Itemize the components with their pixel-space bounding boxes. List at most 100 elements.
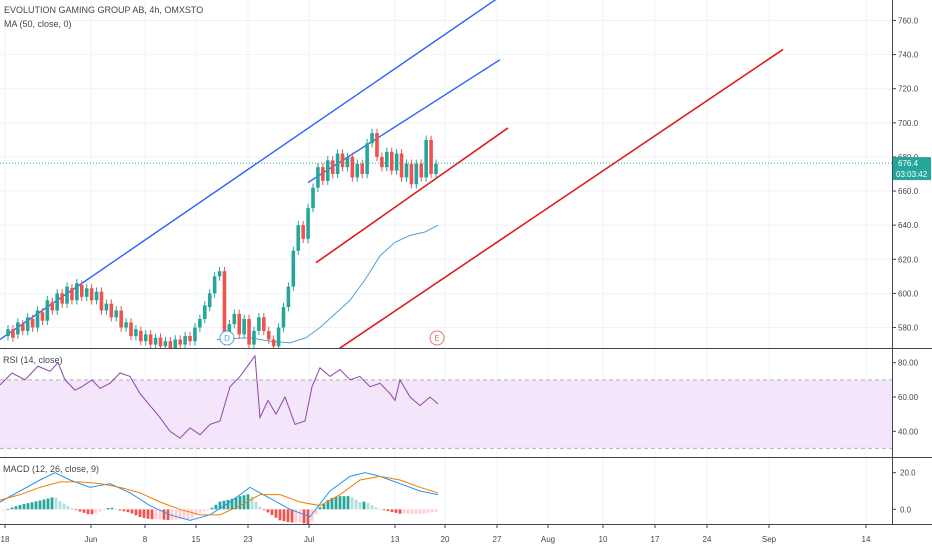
macd-hist-bar [150,509,154,520]
candle-body-35 [178,339,182,345]
macd-hist-bar [258,507,262,510]
candle-body-55 [276,327,281,347]
rsi-line [0,354,439,439]
macd-hist-bar [74,509,78,511]
macd-hist-bar [286,509,290,523]
candle-body-79 [394,153,399,171]
macd-hist-bar [174,509,178,520]
candle-body-68 [340,153,345,168]
macd-hist-bar [14,506,18,510]
macd-hist-bar [238,496,242,510]
macd-hist-bar [234,497,238,510]
dividend-marker-label: D [224,334,230,343]
macd-hist-bar [62,503,66,510]
rsi-pane[interactable] [0,354,892,449]
macd-hist-bar [66,505,70,510]
candle-body-33 [168,341,173,348]
rsi-band [0,379,892,449]
macd-hist-bar [34,501,38,510]
macd-hist-bar [222,500,226,510]
macd-hist-bar [6,508,10,510]
macd-hist-bar [18,504,22,510]
macd-hist-bar [114,509,118,510]
macd-hist-bar [326,500,330,510]
macd-hist-bar [358,502,362,510]
x-tick-label-9: Aug [541,535,555,544]
candle-body-48 [242,319,246,335]
macd-hist-bar [186,509,190,520]
earnings-marker-circle [429,330,445,346]
candle-body-26 [134,329,138,337]
x-tick-label-10: 10 [599,535,608,544]
macd-hist-bar [102,509,106,511]
macd-pane[interactable] [0,472,439,525]
candle-body-5 [30,319,35,328]
trend-line-blue-0 [0,0,497,341]
macd-hist-bar [58,501,62,510]
macd-hist-bar [162,509,166,520]
macd-hist-bar [414,509,418,514]
macd-hist-bar [78,509,82,512]
macd-hist-bar [46,498,50,510]
candle-body-59 [296,225,301,251]
macd-hist-bar [282,509,286,522]
price-tick-label-8: 740.0 [898,51,919,60]
macd-hist-bar [22,504,26,510]
price-tick-label-1: 600.0 [898,289,919,298]
candle-body-52 [262,317,266,331]
candle-body-58 [291,250,296,287]
macd-hist-bar [118,509,122,511]
x-tick-label-2: 8 [143,535,148,544]
macd-hist-bar [110,507,114,510]
candle-body-9 [50,301,55,311]
candle-body-75 [375,133,379,157]
macd-hist-bar [158,509,162,520]
candle-body-44 [222,271,227,342]
candles [6,128,438,348]
macd-hist-bar [82,509,86,513]
rsi-tick-label-1: 60.00 [898,393,919,402]
candle-body-41 [207,293,212,308]
countdown-timer: 03:03:42 [896,170,928,179]
candle-body-67 [335,153,340,174]
candle-body-60 [301,225,305,239]
candle-body-40 [202,305,207,319]
price-tick-label-7: 720.0 [898,85,919,94]
macd-hist-bar [202,509,206,512]
candle-body-17 [89,288,94,301]
x-tick-label-1: Jun [85,535,98,544]
macd-hist-bar [410,509,414,514]
macd-hist-bar [366,503,370,510]
macd-hist-bar [170,509,174,521]
signal-line [0,475,439,516]
macd-hist-bar [406,509,410,514]
candle-body-30 [153,337,158,345]
macd-hist-bar [394,509,398,513]
earnings-marker-label: E [434,334,439,343]
candle-body-13 [70,288,74,301]
macd-hist-bar [218,501,222,510]
candle-body-71 [355,163,360,178]
candle-body-39 [198,319,202,328]
macd-hist-bar [2,509,6,511]
macd-hist-bar [318,507,322,510]
candle-body-64 [321,167,325,181]
candle-body-11 [60,293,64,304]
macd-hist-bar [290,509,294,523]
ma-legend: MA (50, close, 0) [4,19,72,29]
macd-hist-bar [378,509,382,511]
macd-hist-bar [262,509,266,511]
candle-body-86 [429,139,433,174]
candle-body-84 [419,163,424,178]
candle-body-16 [84,288,89,297]
macd-hist-bar [90,509,94,515]
candle-body-21 [109,303,114,318]
candle-body-10 [55,293,59,311]
macd-hist-bar [230,498,234,510]
macd-hist-bar [26,503,30,510]
candle-body-27 [139,330,143,342]
macd-hist-bar [278,509,282,521]
